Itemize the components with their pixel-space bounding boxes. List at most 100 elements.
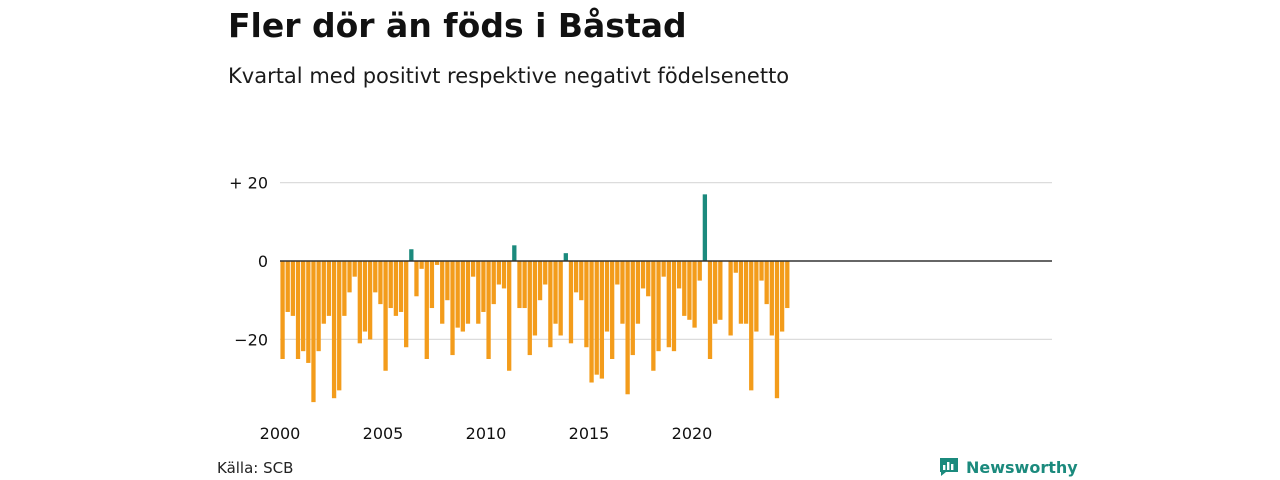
bars — [280, 194, 790, 403]
bar — [573, 261, 579, 293]
x-tick-label: 2010 — [466, 424, 507, 443]
bar — [553, 261, 558, 324]
x-tick-label: 2015 — [569, 424, 610, 443]
y-tick-label: −20 — [234, 330, 268, 349]
bar — [342, 261, 347, 316]
bar — [414, 261, 419, 297]
bar — [707, 261, 713, 359]
bar — [697, 261, 702, 281]
bar — [646, 261, 651, 297]
y-tick-labels: + 20 0 −20 — [229, 174, 268, 350]
bar — [316, 261, 321, 352]
bar — [445, 261, 450, 301]
bar — [671, 261, 677, 352]
bar — [749, 261, 754, 391]
bar — [532, 261, 538, 336]
bar — [527, 261, 532, 356]
bar — [599, 261, 605, 379]
bar — [568, 261, 574, 344]
bar — [321, 261, 326, 324]
bar — [383, 261, 388, 371]
bar — [486, 261, 491, 359]
bar — [398, 261, 404, 312]
bar — [440, 261, 445, 324]
bar — [743, 261, 749, 324]
bar — [594, 261, 599, 375]
bar — [718, 261, 723, 320]
bar — [470, 261, 476, 277]
bar — [630, 261, 635, 356]
bar — [331, 261, 337, 399]
bar — [733, 261, 738, 273]
bar — [676, 261, 682, 289]
bar — [367, 261, 373, 340]
chart-title: Fler dör än föds i Båstad — [228, 6, 687, 45]
bar — [465, 261, 471, 324]
bar — [759, 261, 764, 281]
bar — [512, 245, 517, 261]
bar — [537, 261, 543, 301]
bar — [640, 261, 646, 289]
bar — [388, 261, 393, 309]
bar — [764, 261, 769, 305]
bar — [738, 261, 744, 324]
bar — [692, 261, 697, 328]
bar — [352, 261, 357, 277]
bar — [625, 261, 630, 395]
bar — [563, 253, 568, 261]
x-tick-labels: 2000 2005 2010 2015 2020 — [260, 424, 713, 443]
bar — [337, 261, 342, 391]
x-tick-label: 2005 — [363, 424, 404, 443]
bar — [424, 261, 429, 359]
bar — [754, 261, 759, 332]
bar — [306, 261, 311, 363]
bar — [409, 249, 414, 261]
x-tick-label: 2020 — [672, 424, 713, 443]
bar — [347, 261, 352, 293]
bar — [460, 261, 465, 332]
bar — [450, 261, 455, 356]
bar — [522, 261, 527, 309]
bar — [666, 261, 671, 348]
bar — [285, 261, 290, 312]
bar — [584, 261, 589, 348]
bar — [501, 261, 507, 289]
bar — [769, 261, 774, 336]
bar — [558, 261, 563, 336]
y-tick-label: + 20 — [229, 174, 268, 193]
bar — [702, 194, 708, 261]
bar — [357, 261, 362, 344]
bar — [290, 261, 296, 316]
bar — [687, 261, 692, 320]
source-note: Källa: SCB — [217, 459, 294, 477]
bar — [589, 261, 594, 383]
bar — [311, 261, 316, 403]
bar — [651, 261, 656, 371]
bar — [476, 261, 481, 324]
bar — [517, 261, 522, 309]
bar — [682, 261, 687, 316]
bar — [507, 261, 512, 371]
bar — [713, 261, 718, 324]
bar — [434, 261, 440, 265]
bar — [455, 261, 460, 328]
bar — [615, 261, 620, 285]
bar — [620, 261, 625, 324]
bar — [491, 261, 496, 305]
bar — [280, 261, 285, 359]
bar — [728, 261, 733, 336]
bar — [419, 261, 424, 269]
bar — [378, 261, 383, 305]
bar — [774, 261, 780, 399]
bar — [543, 261, 548, 285]
brand-logo: Newsworthy — [938, 456, 1078, 478]
bar — [779, 261, 785, 332]
bar — [661, 261, 666, 277]
bar — [429, 261, 435, 309]
brand-name: Newsworthy — [966, 457, 1078, 477]
bar — [610, 261, 615, 359]
bar — [656, 261, 661, 352]
bar — [635, 261, 641, 324]
bar — [548, 261, 553, 348]
